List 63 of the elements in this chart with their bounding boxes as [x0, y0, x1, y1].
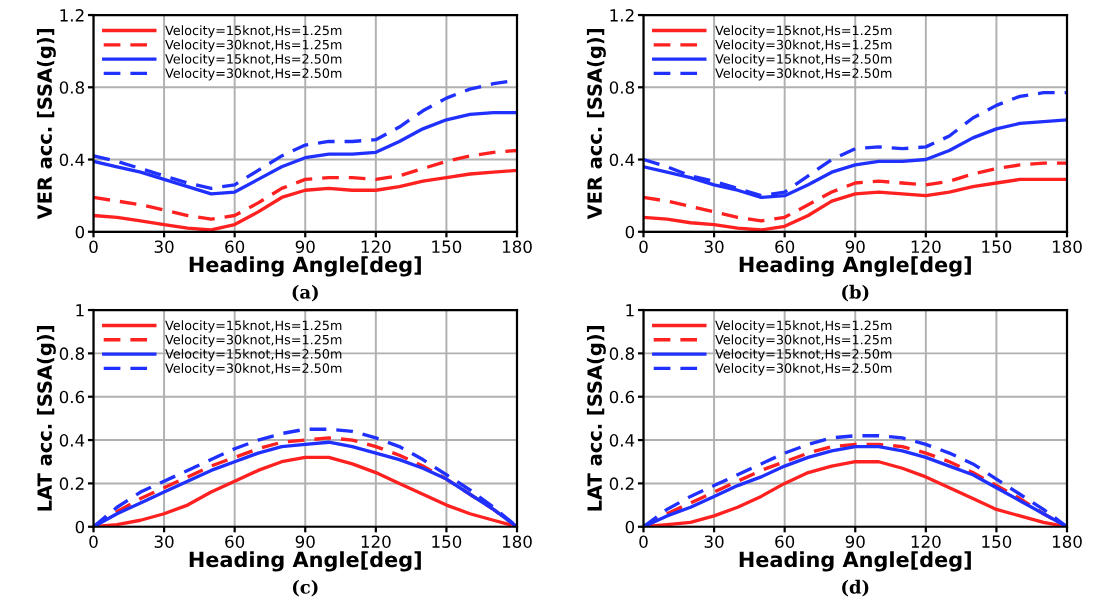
y-tick-label: 0.4: [609, 153, 635, 167]
x-tick-label: 30: [704, 240, 724, 253]
y-tick-label: 0.2: [609, 477, 634, 490]
y-tick-label: 1: [626, 304, 634, 317]
x-tick-label: 180: [502, 535, 532, 548]
x-tick-label: 180: [1052, 240, 1082, 253]
y-tick-label: 0.8: [59, 81, 85, 94]
x-tick-label: 120: [911, 240, 941, 253]
x-axis-title: Heading Angle[deg]: [739, 551, 971, 572]
y-tick-label: 0: [625, 225, 635, 239]
x-tick-label: 0: [639, 240, 648, 253]
x-tick-label: 150: [432, 535, 462, 548]
y-tick-label: 1.2: [60, 9, 84, 22]
y-tick-label: 0.8: [609, 81, 635, 94]
text: (a): [292, 284, 318, 302]
x-tick-label: 180: [502, 240, 532, 253]
text: (c): [292, 579, 318, 597]
x-tick-label: 60: [775, 535, 795, 548]
x-tick-label: 150: [982, 240, 1012, 253]
y-tick-label: 1: [76, 304, 84, 317]
x-tick-label: 90: [295, 535, 315, 548]
x-tick-label: 120: [361, 535, 391, 548]
text: (b): [842, 284, 869, 302]
x-axis-title: Heading Angle[deg]: [739, 256, 971, 277]
x-tick-label: 30: [154, 535, 174, 548]
y-tick-label: 0.2: [59, 477, 84, 490]
y-tick-label: 0.8: [59, 347, 85, 360]
x-tick-label: 90: [295, 240, 315, 253]
x-tick-label: 30: [154, 240, 174, 253]
y-tick-label: 0.4: [59, 153, 85, 167]
x-tick-label: 150: [982, 535, 1012, 548]
x-tick-label: 0: [89, 535, 98, 548]
y-tick-label: 0: [75, 225, 85, 239]
y-tick-label: 0.8: [609, 347, 635, 360]
y-tick-label: 0: [625, 520, 635, 534]
y-axis-title: LAT acc. [SSA(g)]: [36, 326, 56, 511]
y-axis-title: VER acc. [SSA(g)]: [586, 29, 606, 220]
x-axis-title: Heading Angle[deg]: [189, 256, 421, 277]
x-tick-label: 90: [845, 240, 865, 253]
x-tick-label: 90: [845, 535, 865, 548]
text: (d): [842, 579, 869, 597]
x-axis-title: Heading Angle[deg]: [189, 551, 421, 572]
x-tick-label: 0: [639, 535, 648, 548]
y-axis-title: VER acc. [SSA(g)]: [36, 29, 56, 220]
x-tick-label: 60: [775, 240, 795, 253]
x-tick-label: 0: [89, 240, 98, 253]
line-series: [643, 161, 1067, 223]
x-tick-label: 30: [704, 535, 724, 548]
y-tick-label: 0.4: [59, 434, 85, 447]
x-tick-label: 60: [225, 535, 245, 548]
y-tick-label: 0.4: [609, 434, 635, 447]
line-series: [93, 148, 517, 221]
x-tick-label: 120: [361, 240, 391, 253]
x-tick-label: 60: [225, 240, 245, 253]
y-tick-label: 0.6: [609, 390, 635, 404]
line-series: [643, 91, 1067, 198]
y-tick-label: 0: [75, 520, 85, 534]
y-tick-label: 1.2: [610, 9, 634, 22]
y-tick-label: 0.6: [59, 390, 85, 404]
x-tick-label: 180: [1052, 535, 1082, 548]
y-axis-title: LAT acc. [SSA(g)]: [586, 326, 606, 511]
x-tick-label: 120: [911, 535, 941, 548]
x-tick-label: 150: [432, 240, 462, 253]
